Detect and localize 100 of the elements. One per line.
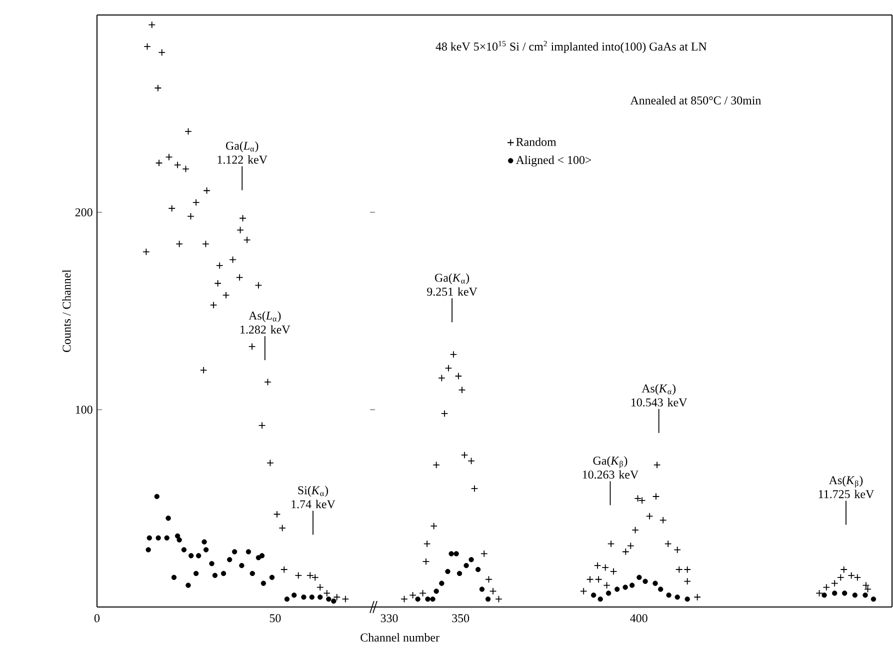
point	[485, 576, 492, 584]
annotation: Ga(L$_{α}$) 1.122 keV	[218, 141, 268, 164]
point	[684, 566, 691, 574]
point	[470, 484, 478, 492]
point	[439, 580, 444, 586]
point	[142, 248, 150, 256]
point	[154, 84, 162, 92]
point	[220, 570, 226, 576]
point	[409, 592, 416, 599]
point	[430, 596, 436, 602]
point	[862, 592, 868, 598]
point	[450, 350, 458, 358]
point	[822, 584, 830, 591]
point	[294, 572, 302, 580]
point	[666, 592, 672, 598]
text: 48 keV 5×10$^{15}$ Si / cm$^{2}$ implanted into(100) GaAs at LN	[436, 40, 707, 54]
point	[659, 516, 667, 524]
x-tick-label: 50	[270, 614, 281, 622]
point	[186, 582, 191, 588]
point	[840, 566, 848, 574]
point	[430, 522, 438, 530]
point	[468, 457, 475, 465]
point	[203, 186, 210, 194]
annotation: As(K$_{α}$) 10.543 keV	[631, 384, 688, 407]
point	[448, 551, 454, 556]
point	[580, 588, 588, 595]
y-tick-label: 100	[76, 406, 92, 414]
point	[250, 570, 255, 576]
point	[434, 588, 439, 594]
point	[830, 580, 838, 587]
text: Annealed at 850°C / 30min	[630, 96, 761, 104]
point	[674, 546, 681, 554]
point	[638, 496, 646, 504]
point	[226, 557, 232, 562]
point	[216, 262, 224, 270]
point	[468, 557, 474, 562]
point	[658, 586, 664, 592]
annotation: Ga(K$_{β}$) 10.263 keV	[582, 456, 638, 479]
point	[832, 590, 838, 596]
point	[684, 578, 691, 585]
point	[598, 596, 603, 602]
point	[653, 461, 661, 469]
point	[464, 562, 469, 568]
point	[864, 586, 872, 593]
point	[171, 574, 177, 580]
point	[816, 590, 823, 597]
point	[460, 451, 468, 459]
point	[301, 594, 306, 600]
point	[674, 594, 680, 600]
annotation: Ga(K$_{α}$) 9.251 keV	[427, 273, 478, 296]
point	[622, 584, 628, 590]
point	[156, 535, 161, 541]
point	[232, 549, 238, 554]
annotation: As(K$_{β}$) 11.725 keV	[818, 476, 874, 498]
point	[440, 410, 448, 418]
point	[188, 553, 194, 558]
point	[210, 301, 218, 309]
point	[243, 236, 251, 244]
point	[176, 240, 183, 248]
point	[266, 459, 274, 467]
point	[400, 595, 408, 603]
point	[239, 562, 244, 568]
point	[848, 572, 855, 580]
point	[269, 574, 275, 580]
point	[181, 547, 187, 552]
point	[852, 592, 858, 598]
point	[200, 366, 208, 374]
point	[209, 560, 214, 566]
annotation: Si(K$_{α}$) 1.74 keV	[292, 486, 336, 508]
point	[154, 494, 160, 500]
point	[694, 593, 701, 601]
point	[292, 592, 297, 598]
point	[155, 159, 163, 167]
point	[614, 586, 620, 592]
point	[146, 547, 151, 552]
point	[333, 593, 341, 601]
point	[174, 533, 180, 539]
point	[479, 586, 485, 592]
point	[326, 596, 332, 602]
point	[165, 153, 173, 161]
point	[489, 588, 497, 595]
point	[590, 592, 596, 598]
x-tick-label: 0	[94, 614, 100, 622]
point	[602, 564, 609, 572]
point	[184, 128, 192, 136]
legend-label: Random	[516, 138, 556, 146]
point	[214, 280, 222, 288]
point	[636, 574, 642, 580]
point	[203, 547, 209, 552]
point	[676, 566, 683, 574]
point	[862, 582, 870, 589]
point	[168, 204, 176, 212]
point	[280, 566, 288, 574]
point	[664, 540, 672, 548]
point	[222, 292, 230, 299]
point	[432, 461, 440, 469]
point	[629, 582, 635, 588]
point	[259, 553, 265, 558]
point	[822, 592, 827, 598]
point	[594, 562, 602, 570]
